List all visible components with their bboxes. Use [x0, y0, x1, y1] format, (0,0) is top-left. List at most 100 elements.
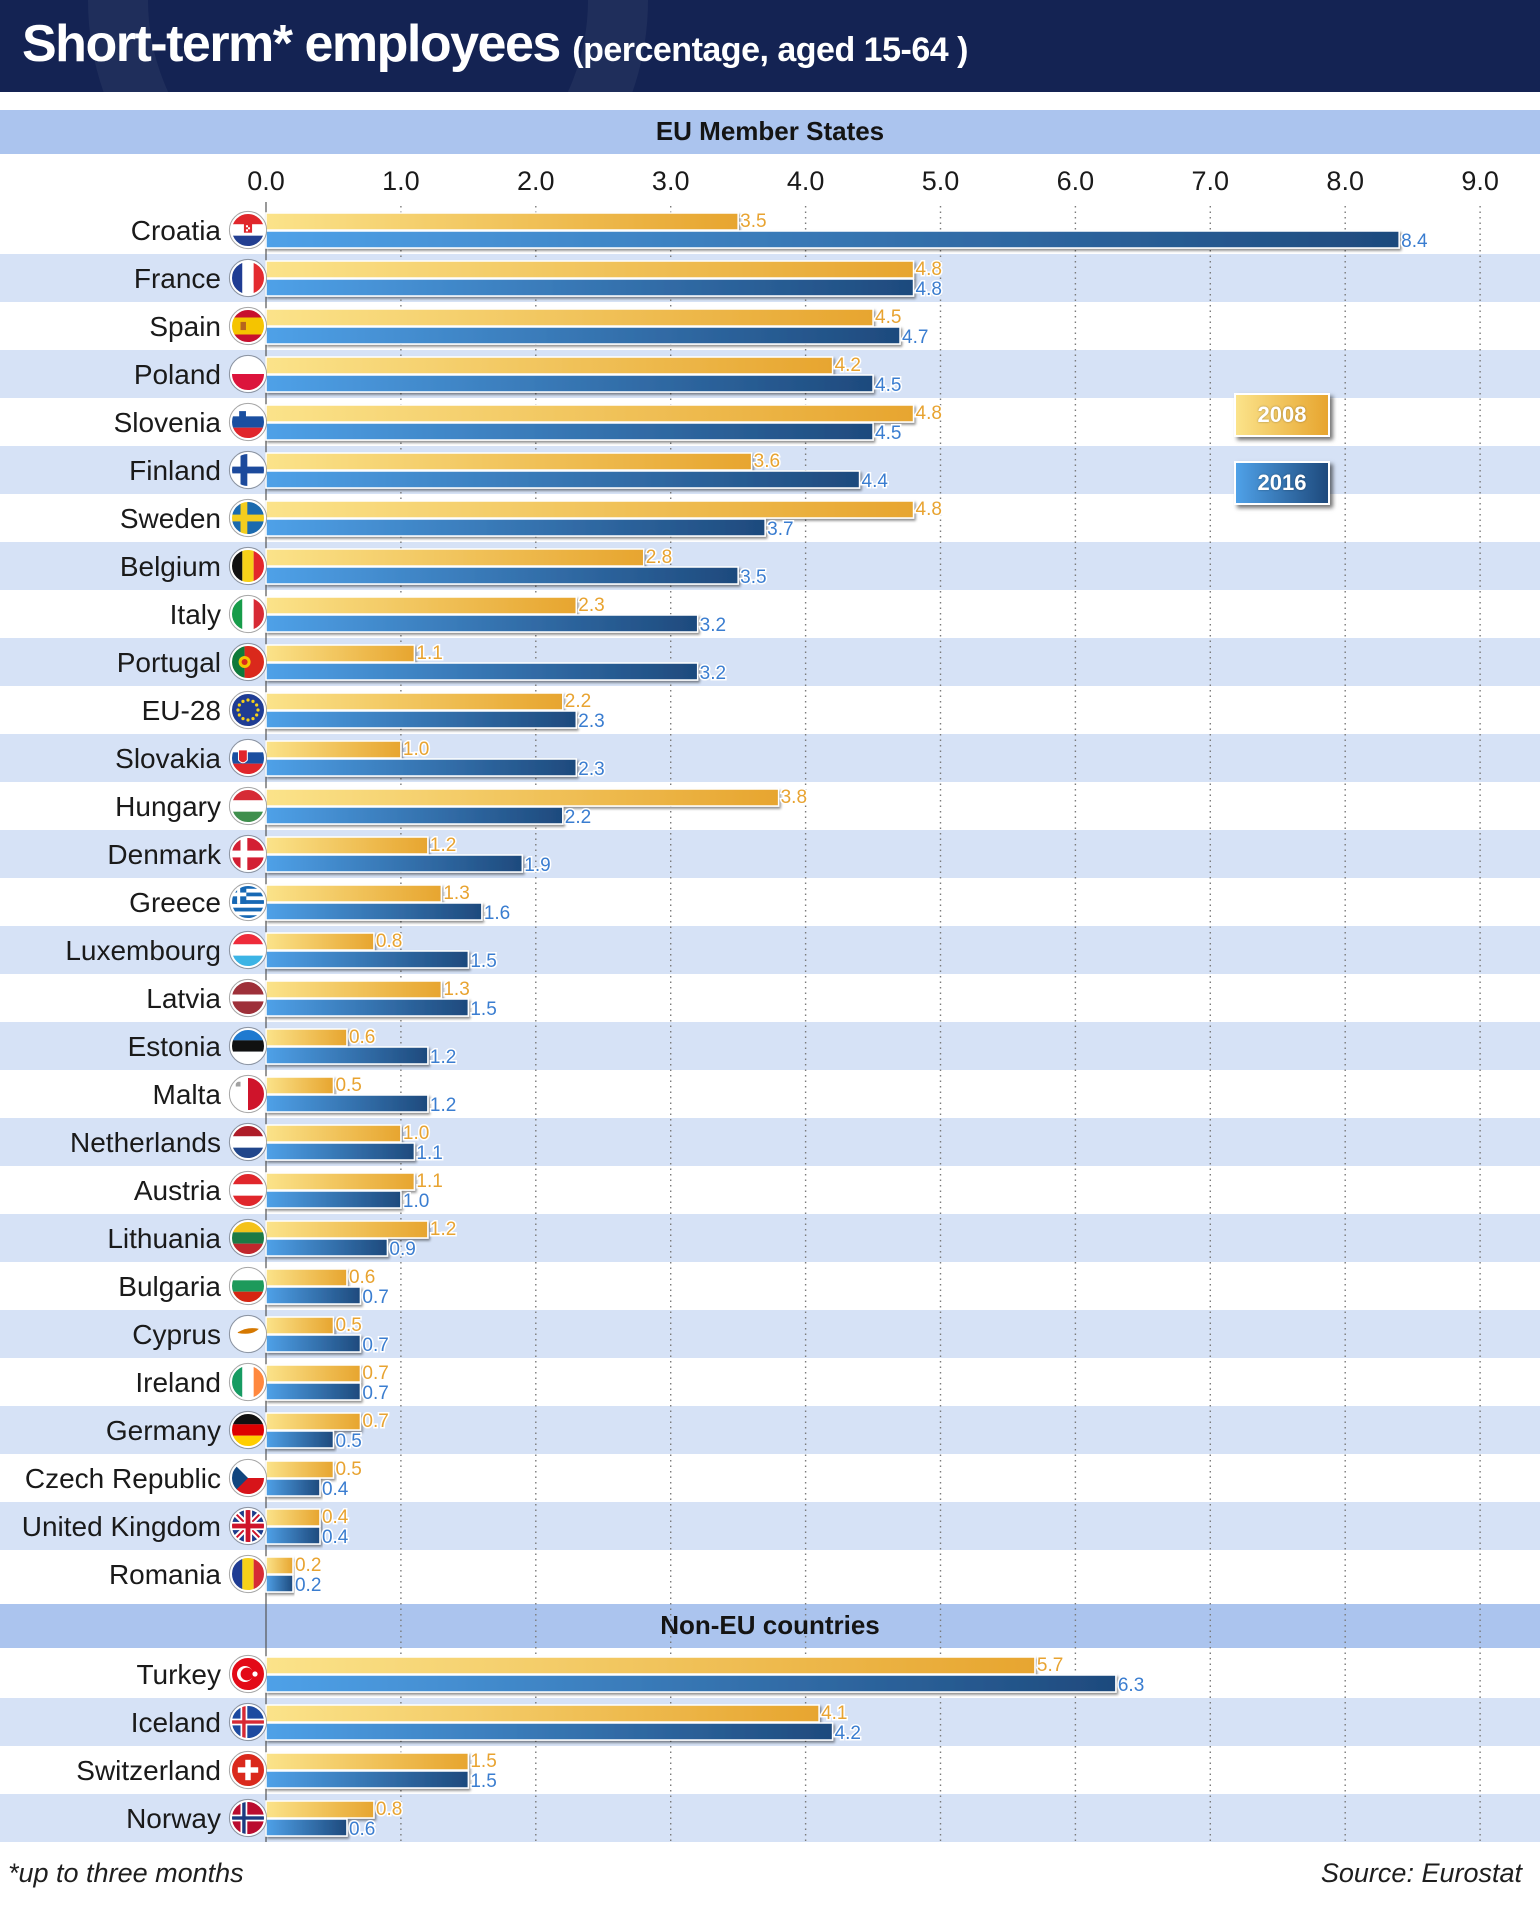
x-tick-label: 2.0: [517, 166, 555, 196]
sweden-flag-icon: [228, 498, 268, 538]
bar-2016: [265, 1478, 321, 1497]
data-label-2008: 1.2: [430, 1219, 456, 1240]
data-label-2008: 0.7: [362, 1363, 388, 1384]
bar-2016: [265, 950, 470, 969]
data-label-2016: 0.2: [295, 1575, 321, 1596]
flag-outline: [228, 1750, 268, 1790]
flag-ring: [230, 932, 266, 968]
flag-outline: [228, 690, 268, 730]
country-label: Norway: [126, 1803, 221, 1834]
flag-outline: [228, 1314, 268, 1354]
flag-fill: [231, 741, 265, 775]
bar-2016: [265, 1334, 362, 1353]
x-tick-label: 3.0: [652, 166, 690, 196]
bar-2008: [265, 1800, 375, 1819]
latvia-flag-icon: [228, 978, 268, 1018]
data-label-2008: 1.1: [416, 1171, 442, 1192]
united-kingdom-flag-icon: [228, 1506, 268, 1546]
bar-2016: [265, 710, 578, 729]
flag-ring: [230, 212, 266, 248]
source-note: Source: Eurostat: [1320, 1858, 1522, 1888]
country-label: Spain: [149, 311, 221, 342]
data-label-2016: 0.4: [322, 1479, 349, 1500]
data-label-2008: 4.5: [875, 307, 901, 328]
flag-ring: [230, 788, 266, 824]
bar-2008: [265, 1752, 470, 1771]
country-label: Czech Republic: [25, 1463, 221, 1494]
flag-outline: [228, 1410, 268, 1450]
data-label-2016: 3.7: [767, 519, 793, 540]
bar-2016: [265, 1382, 362, 1401]
bar-2008: [265, 1460, 335, 1479]
bar-2008: [265, 1028, 348, 1047]
bar-2016: [265, 1094, 429, 1113]
flag-ring: [230, 1364, 266, 1400]
flag-fill: [231, 933, 265, 967]
flag-fill: [231, 1461, 265, 1495]
data-label-2008: 0.6: [349, 1267, 375, 1288]
bar-2008: [265, 548, 645, 567]
bar-chart: 0.0 1.0 2.0 3.0 4.0 5.0 6.0 7.0 8.0 9.0 3.5 8.4 4.8…: [0, 110, 1540, 1842]
flag-ring: [230, 308, 266, 344]
bar-2008: [265, 1556, 294, 1575]
germany-flag-icon: [228, 1410, 268, 1450]
country-label: Slovenia: [114, 407, 222, 438]
flag-outline: [228, 498, 268, 538]
data-label-2016: 8.4: [1401, 231, 1428, 252]
flag-ring: [230, 1268, 266, 1304]
flag-fill: [231, 789, 265, 823]
flag-fill: [231, 1077, 265, 1111]
bar-2016: [265, 278, 915, 297]
bar-2008: [265, 1124, 402, 1143]
bar-2016: [265, 1142, 416, 1161]
section-header-band: [0, 110, 1540, 154]
flag-ring: [230, 1508, 266, 1544]
bar-2008: [265, 692, 564, 711]
lithuania-flag-icon: [228, 1218, 268, 1258]
flag-ring: [230, 644, 266, 680]
iceland-flag-icon: [228, 1702, 268, 1742]
data-label-2008: 3.8: [781, 787, 807, 808]
bar-2016: [265, 518, 766, 537]
bar-2016: [265, 758, 578, 777]
data-label-2008: 4.2: [835, 355, 861, 376]
flag-ring: [230, 884, 266, 920]
data-label-2008: 5.7: [1037, 1655, 1063, 1676]
data-label-2008: 0.5: [335, 1315, 361, 1336]
flag-outline: [228, 834, 268, 874]
flag-outline: [228, 546, 268, 586]
x-tick-label: 7.0: [1192, 166, 1230, 196]
denmark-flag-icon: [228, 834, 268, 874]
flag-ring: [230, 1460, 266, 1496]
flag-outline: [228, 258, 268, 298]
bar-2008: [265, 1364, 362, 1383]
france-flag-icon: [228, 258, 268, 298]
data-label-2016: 1.5: [470, 951, 496, 972]
flag-ring: [230, 1556, 266, 1592]
bar-2008: [265, 260, 915, 279]
country-label: Switzerland: [76, 1755, 221, 1786]
flag-ring: [230, 1800, 266, 1836]
flag-fill: [231, 213, 265, 247]
flag-ring: [230, 596, 266, 632]
bar-2008: [265, 1412, 362, 1431]
flag-ring: [230, 452, 266, 488]
flag-outline: [228, 1554, 268, 1594]
x-tick-label: 4.0: [787, 166, 825, 196]
estonia-flag-icon: [228, 1026, 268, 1066]
bar-2016: [265, 230, 1400, 249]
data-label-2016: 3.2: [700, 615, 726, 636]
country-label: Malta: [153, 1079, 222, 1110]
data-label-2016: 0.7: [362, 1287, 388, 1308]
flag-ring: [230, 1076, 266, 1112]
bar-2016: [265, 854, 524, 873]
bar-2008: [265, 1704, 820, 1723]
flag-outline: [228, 930, 268, 970]
bar-2008: [265, 788, 780, 807]
flag-outline: [228, 1026, 268, 1066]
flag-fill: [231, 357, 265, 391]
flag-ring: [230, 980, 266, 1016]
data-label-2008: 0.8: [376, 1799, 402, 1820]
bar-2008: [265, 836, 429, 855]
data-label-2008: 3.5: [740, 211, 766, 232]
